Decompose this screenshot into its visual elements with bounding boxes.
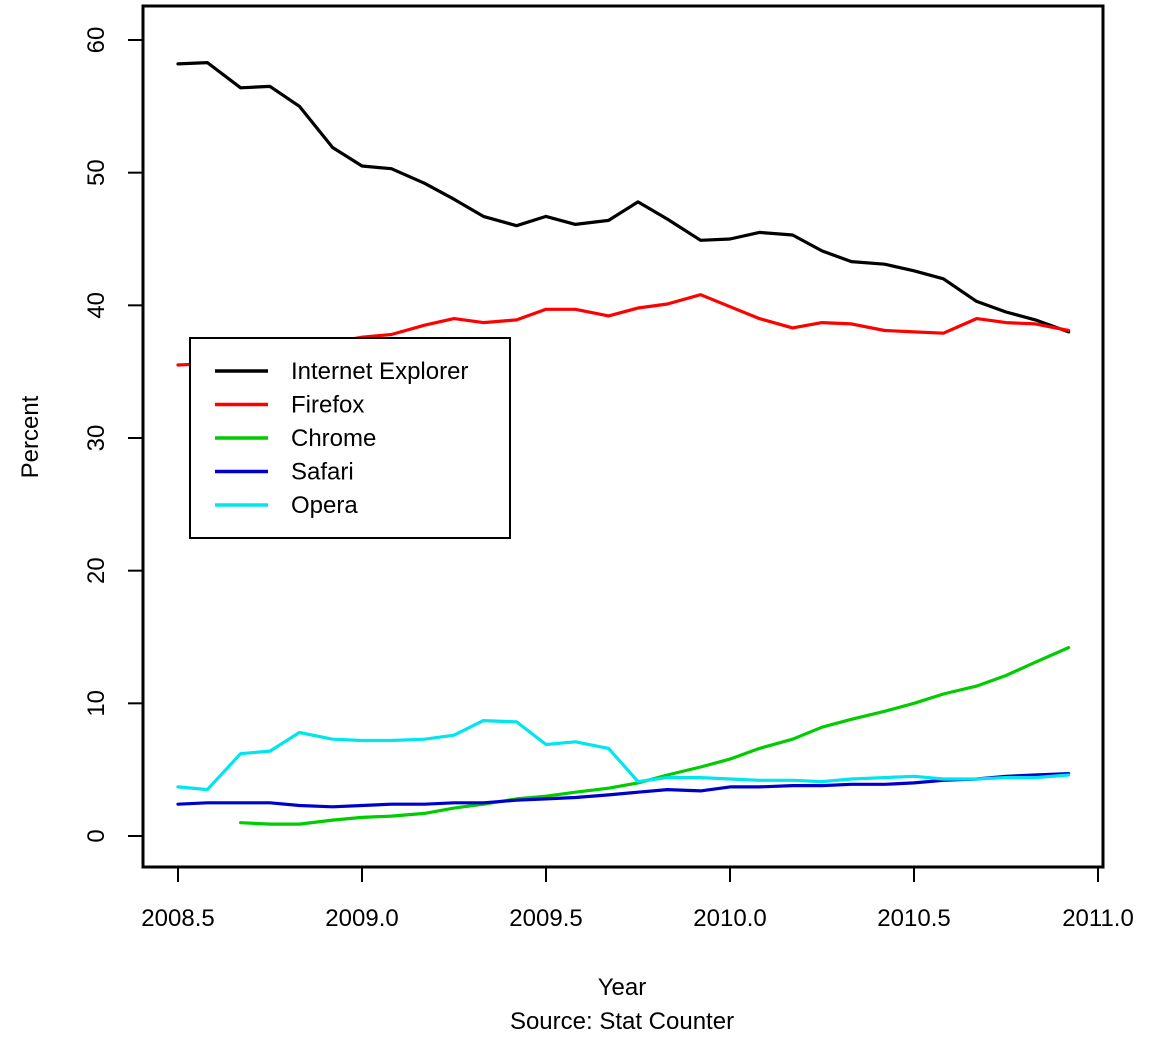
x-tick-label: 2010.5 [877,905,950,932]
y-tick-label: 10 [83,690,110,717]
x-tick-label: 2010.0 [693,905,766,932]
series-line-chrome [239,645,1071,826]
y-tick-label: 0 [83,829,110,842]
legend-label-safari: Safari [291,459,354,486]
series-line-safari [176,771,1071,809]
y-axis-title: Percent [17,395,44,478]
legend-label-opera: Opera [291,492,358,519]
legend-label-chrome: Chrome [291,425,376,452]
y-axis: 0 10 20 30 40 50 60 [83,27,144,843]
series-line-opera [176,718,1071,792]
legend-label-firefox: Firefox [291,392,364,419]
y-tick-label: 30 [83,425,110,452]
x-tick-label: 2008.5 [141,905,214,932]
y-tick-label: 50 [83,159,110,186]
y-tick-label: 40 [83,292,110,319]
x-tick-label: 2009.0 [325,905,398,932]
x-tick-label: 2009.5 [509,905,582,932]
x-tick-label: 2011.0 [1062,905,1134,932]
source-caption: Source: Stat Counter [510,1008,734,1035]
y-tick-label: 60 [83,27,110,54]
x-axis: 2008.5 2009.0 2009.5 2010.0 2010.5 2011.0 [141,866,1134,932]
x-axis-title: Year [598,974,647,1001]
legend-label-internet-explorer: Internet Explorer [291,358,468,385]
legend: Internet Explorer Firefox Chrome Safari Oper… [189,337,511,539]
y-tick-label: 20 [83,557,110,584]
series-line-internet-explorer [176,60,1071,334]
